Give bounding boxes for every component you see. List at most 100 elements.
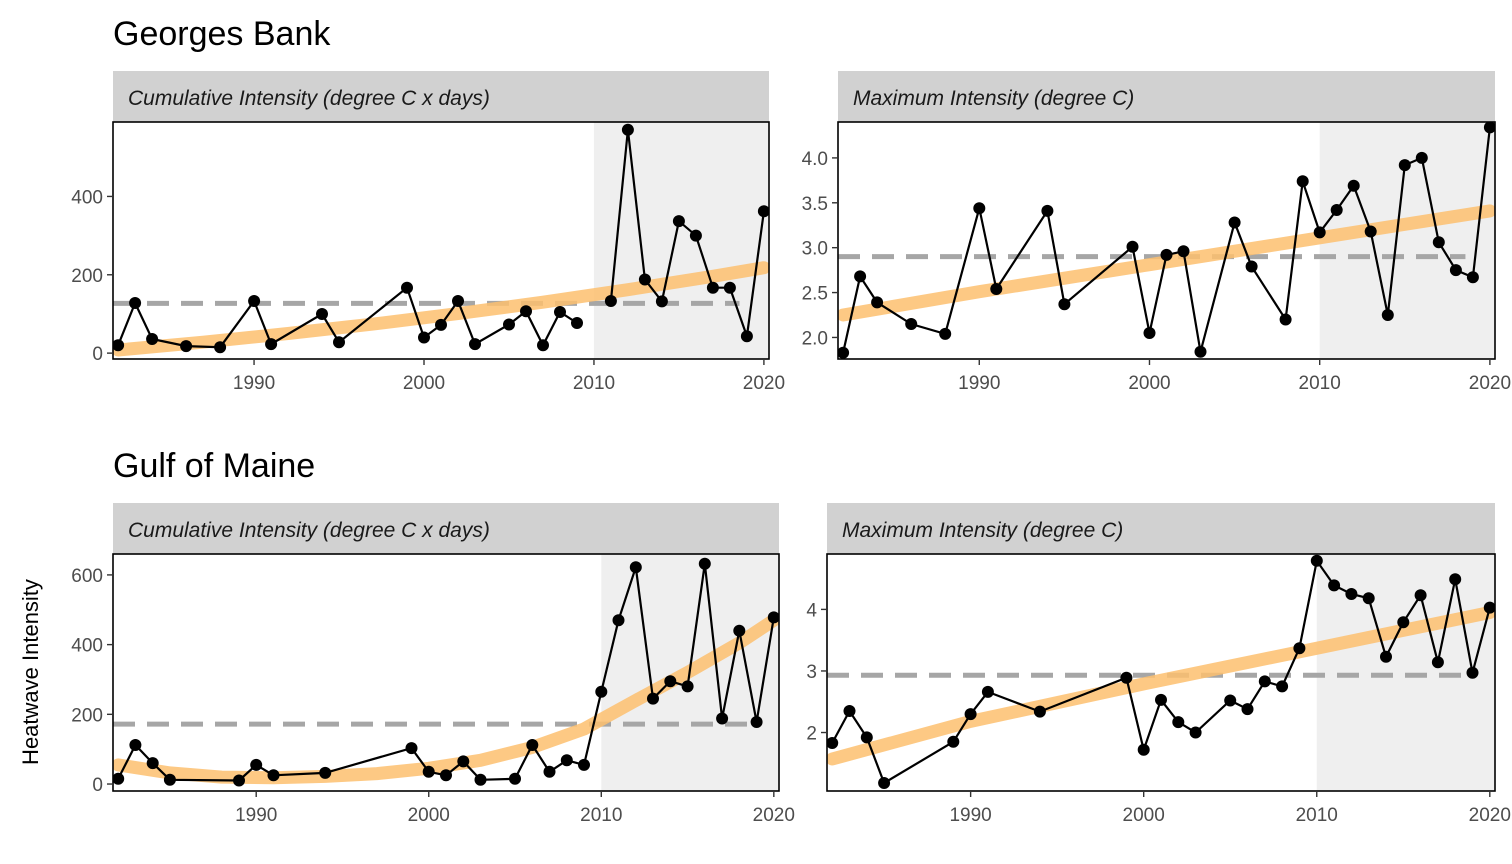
panel-border (826, 553, 1496, 792)
recent-period-shade (1319, 122, 1495, 359)
region-title-gulf-of-maine: Gulf of Maine (113, 447, 315, 485)
series-line (609, 129, 765, 337)
y-tick-label: 2.5 (802, 284, 828, 305)
data-point (405, 742, 418, 755)
data-point (248, 295, 261, 307)
data-point (1432, 236, 1445, 249)
data-point (537, 339, 549, 352)
data-point (973, 202, 986, 215)
data-point (1483, 122, 1495, 134)
region-title-georges-bank: Georges Bank (113, 15, 331, 53)
data-point (469, 338, 481, 351)
data-point (1466, 666, 1479, 679)
trend-line (113, 261, 769, 357)
data-point (1155, 693, 1167, 706)
data-point (1296, 175, 1309, 188)
y-tick-label: 0 (92, 775, 103, 796)
x-tick-label: 1990 (949, 805, 991, 826)
data-point (1328, 579, 1341, 592)
y-tick-label: 200 (71, 266, 103, 287)
y-tick-label: 400 (71, 187, 103, 208)
data-point (1347, 179, 1360, 192)
data-point (509, 772, 521, 785)
data-point (1330, 204, 1343, 216)
data-point (1380, 650, 1392, 663)
data-point (647, 692, 659, 705)
data-point (1381, 309, 1394, 321)
data-point (1362, 592, 1375, 605)
x-tick-label: 2020 (743, 373, 785, 394)
data-point (1228, 216, 1241, 229)
data-point (265, 338, 278, 351)
data-point (1431, 656, 1444, 669)
facet-strip (838, 71, 1495, 122)
x-tick-label: 1990 (958, 373, 1000, 394)
y-tick-label: 4 (806, 600, 817, 621)
data-point (180, 340, 193, 353)
data-point (878, 777, 891, 789)
data-point (750, 716, 763, 728)
panel-border (112, 121, 770, 360)
data-point (233, 774, 245, 787)
data-point (672, 215, 685, 228)
data-point (629, 561, 642, 574)
data-point (1310, 554, 1323, 567)
data-point (1293, 642, 1306, 655)
data-point (1415, 151, 1428, 164)
data-point (1241, 703, 1254, 716)
data-point (520, 305, 532, 318)
data-point (681, 680, 694, 693)
data-point (964, 708, 977, 721)
x-tick-label: 2020 (1469, 805, 1511, 826)
data-point (418, 331, 430, 344)
data-point (1258, 675, 1271, 688)
data-point (981, 685, 994, 698)
x-tick-label: 2000 (1123, 805, 1165, 826)
data-point (1172, 716, 1185, 729)
data-point (526, 739, 539, 751)
data-point (1397, 616, 1410, 629)
panel-marks (827, 554, 1495, 789)
data-point (1194, 345, 1207, 358)
data-point (854, 270, 867, 283)
trend-line (827, 606, 1495, 766)
panel-border (112, 553, 780, 792)
data-point (333, 336, 345, 349)
data-point (1345, 588, 1358, 600)
data-point (1189, 726, 1202, 739)
data-point (113, 772, 125, 785)
data-point (1033, 705, 1046, 718)
data-point (1177, 245, 1190, 258)
y-tick-label: 3.0 (802, 239, 828, 260)
data-point (698, 557, 711, 570)
data-point (1143, 327, 1156, 339)
y-tick-label: 400 (71, 636, 103, 657)
facet-strip-label: Maximum Intensity (degree C) (842, 519, 1123, 542)
data-point (767, 611, 779, 624)
y-tick-label: 2 (806, 724, 817, 745)
x-tick-label: 2020 (753, 805, 795, 826)
facet-strip-label: Cumulative Intensity (degree C x days) (128, 87, 490, 110)
recent-period-shade (593, 122, 769, 359)
data-point (1466, 271, 1479, 284)
data-point (1483, 601, 1495, 614)
data-point (689, 229, 702, 242)
x-tick-label: 2010 (580, 805, 622, 826)
data-point (827, 737, 839, 749)
data-point (612, 614, 625, 627)
y-tick-label: 4.0 (802, 149, 828, 170)
data-point (146, 757, 159, 770)
data-point (621, 123, 634, 136)
data-point (316, 308, 328, 320)
x-tick-label: 2010 (1296, 805, 1338, 826)
data-point (560, 754, 573, 767)
facet-strip-label: Maximum Intensity (degree C) (853, 87, 1134, 110)
data-point (939, 327, 952, 340)
data-point (871, 296, 884, 309)
trend-line (838, 204, 1495, 322)
data-point (860, 731, 873, 744)
data-point (422, 765, 435, 778)
y-axis-label: Heatwave Intensity (18, 579, 43, 765)
panel-gulf-maximum: Maximum Intensity (degree C) 1990 2000 2010… (806, 503, 1511, 826)
